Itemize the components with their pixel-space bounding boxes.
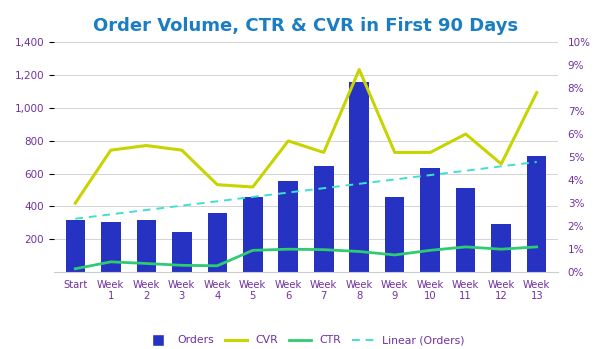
Bar (527, 156, 547, 272)
Bar (314, 166, 334, 272)
Bar (491, 224, 511, 272)
Bar (385, 196, 404, 272)
Bar (278, 181, 298, 272)
Bar (137, 220, 156, 272)
Legend: Orders, CVR, CTR, Linear (Orders): Orders, CVR, CTR, Linear (Orders) (143, 331, 469, 349)
Bar (421, 168, 440, 272)
Bar (65, 221, 85, 272)
Bar (456, 188, 475, 272)
Bar (349, 82, 369, 272)
Bar (172, 232, 191, 272)
Bar (208, 213, 227, 272)
Bar (243, 196, 263, 272)
Title: Order Volume, CTR & CVR in First 90 Days: Order Volume, CTR & CVR in First 90 Days (94, 17, 518, 35)
Bar (101, 222, 121, 272)
